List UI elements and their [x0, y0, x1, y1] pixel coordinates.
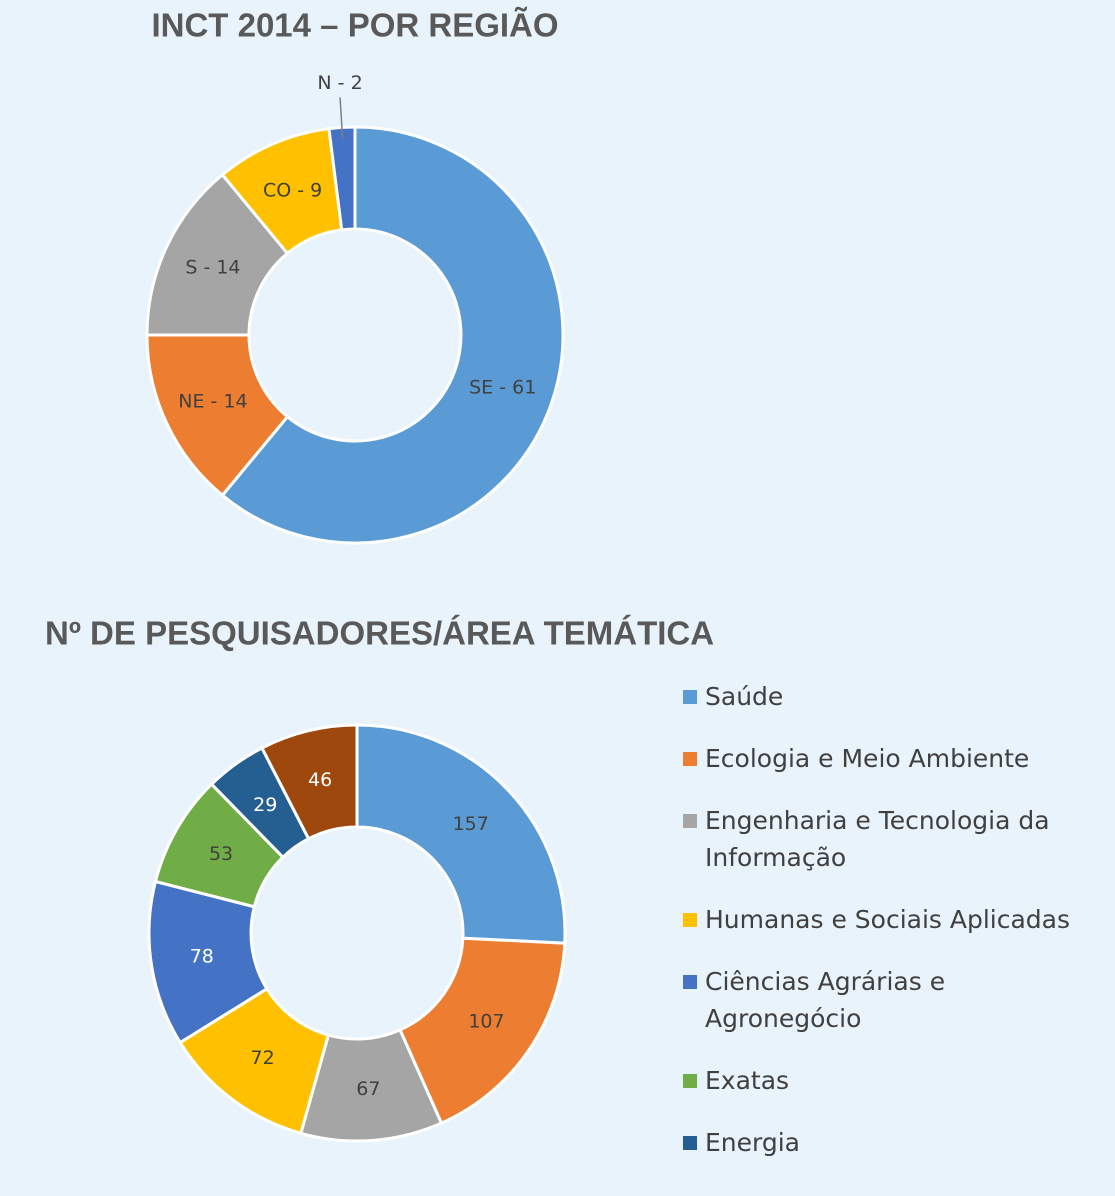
data-label: 46	[308, 769, 332, 791]
legend-item: Ciências Agrárias e Agronegócio	[683, 963, 1083, 1037]
legend-label: Exatas	[705, 1066, 790, 1095]
data-label: 53	[209, 843, 233, 865]
legend-swatch	[683, 975, 697, 989]
slice	[145, 333, 290, 498]
data-label: 72	[251, 1047, 275, 1069]
legend-item: Exatas	[683, 1062, 1083, 1099]
legend-swatch	[683, 752, 697, 766]
data-label: S - 14	[185, 257, 240, 279]
slice	[327, 125, 357, 232]
legend-swatch	[683, 690, 697, 704]
legend-label: Saúde	[705, 682, 784, 711]
slice	[398, 936, 567, 1126]
data-label: CO - 9	[263, 179, 322, 201]
legend-label: Ecologia e Meio Ambiente	[705, 744, 1030, 773]
legend-swatch	[683, 1074, 697, 1088]
data-label: SE - 61	[469, 377, 536, 399]
legend-item: Engenharia e Tecnologia da Informação	[683, 802, 1083, 876]
legend-item: Saúde	[683, 678, 1083, 715]
slice	[145, 172, 290, 337]
legend-label: Humanas e Sociais Aplicadas	[705, 905, 1071, 934]
legend-item: Humanas e Sociais Aplicadas	[683, 901, 1083, 938]
slice	[220, 125, 565, 545]
data-label: 67	[356, 1078, 380, 1100]
chart-title: Nº DE PESQUISADORES/ÁREA TEMÁTICA	[45, 615, 714, 652]
data-label: N - 2	[317, 72, 362, 94]
legend-swatch	[683, 913, 697, 927]
legend-label: Energia	[705, 1128, 800, 1157]
slice	[355, 723, 567, 945]
legend-item: Ecologia e Meio Ambiente	[683, 740, 1083, 777]
legend-label: Engenharia e Tecnologia da Informação	[705, 806, 1050, 872]
legend-item: Energia	[683, 1124, 1083, 1161]
legend-swatch	[683, 1136, 697, 1150]
data-label: 78	[190, 945, 214, 967]
data-label: 29	[253, 794, 277, 816]
data-label: 157	[453, 813, 489, 835]
leader-line	[339, 97, 344, 139]
data-label: NE - 14	[178, 390, 247, 412]
legend: Saúde Ecologia e Meio Ambiente Engenharia …	[683, 678, 1083, 1161]
slice	[259, 723, 359, 841]
chart-title: INCT 2014 – POR REGIÃO	[151, 7, 558, 44]
legend-swatch	[683, 814, 697, 828]
data-label: 107	[468, 1010, 504, 1032]
legend-label: Ciências Agrárias e Agronegócio	[705, 967, 946, 1033]
